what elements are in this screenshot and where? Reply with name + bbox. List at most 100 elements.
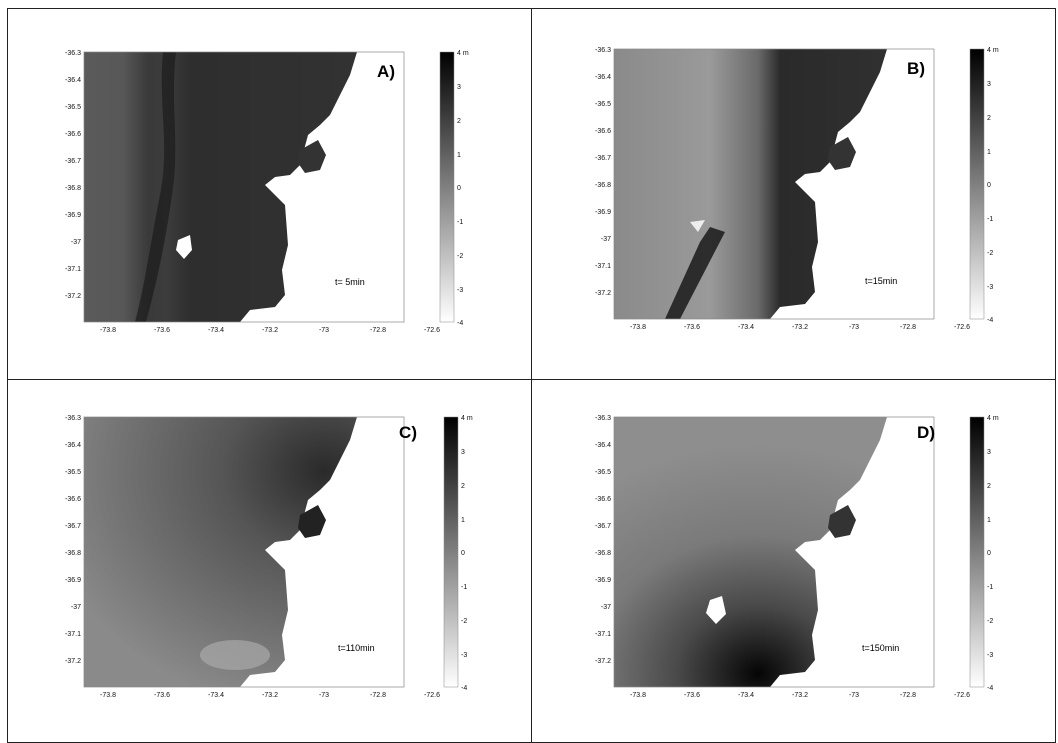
svg-text:-36.9: -36.9	[65, 577, 81, 584]
svg-text:0: 0	[461, 550, 465, 557]
map-panel-c-svg: -36.3 -36.4 -36.5 -36.6 -36.7 -36.8 -36.…	[65, 415, 473, 699]
svg-text:-36.8: -36.8	[65, 550, 81, 557]
svg-text:-2: -2	[461, 618, 467, 625]
svg-text:-3: -3	[987, 652, 993, 659]
map-panel-b: -36.3 -36.4 -36.5 -36.6 -36.7 -36.8 -36.…	[580, 42, 1000, 342]
x-axis-ticks: -73.8 -73.6 -73.4 -73.2 -73 -72.8 -72.6	[100, 327, 440, 334]
panel-label: D)	[917, 423, 935, 442]
svg-text:-36.6: -36.6	[595, 496, 611, 503]
colorbar: 4 m 3 2 1 0 -1 -2 -3 -4	[969, 47, 999, 324]
y-axis-ticks: -36.3 -36.4 -36.5 -36.6 -36.7 -36.8 -36.…	[595, 47, 611, 297]
svg-text:-37.2: -37.2	[65, 293, 81, 300]
svg-text:-36.3: -36.3	[595, 47, 611, 54]
svg-text:-73.4: -73.4	[208, 327, 224, 334]
svg-text:3: 3	[457, 84, 461, 91]
svg-text:-36.5: -36.5	[65, 469, 81, 476]
svg-text:-4: -4	[461, 685, 467, 692]
svg-text:-73.6: -73.6	[154, 692, 170, 699]
time-label: t= 5min	[335, 277, 365, 287]
svg-text:-36.4: -36.4	[65, 77, 81, 84]
svg-text:3: 3	[987, 81, 991, 88]
svg-text:-72.6: -72.6	[954, 692, 970, 699]
svg-text:-73.6: -73.6	[684, 692, 700, 699]
svg-text:1: 1	[461, 517, 465, 524]
svg-text:-36.6: -36.6	[595, 128, 611, 135]
svg-text:3: 3	[461, 449, 465, 456]
svg-text:4 m: 4 m	[987, 415, 999, 422]
x-axis-ticks: -73.8 -73.6 -73.4 -73.2 -73 -72.8 -72.6	[630, 692, 970, 699]
svg-text:1: 1	[987, 517, 991, 524]
panel-label: B)	[907, 59, 925, 78]
svg-text:-73: -73	[319, 327, 329, 334]
svg-text:-36.8: -36.8	[595, 550, 611, 557]
colorbar: 4 m 3 2 1 0 -1 -2 -3 -4	[443, 415, 473, 692]
svg-text:-36.5: -36.5	[595, 469, 611, 476]
map-panel-d: -36.3 -36.4 -36.5 -36.6 -36.7 -36.8 -36.…	[580, 410, 1000, 710]
svg-text:-73.2: -73.2	[792, 324, 808, 331]
x-axis-ticks: -73.8 -73.6 -73.4 -73.2 -73 -72.8 -72.6	[100, 692, 440, 699]
svg-text:-36.5: -36.5	[65, 104, 81, 111]
svg-text:-72.8: -72.8	[370, 327, 386, 334]
figure-divider-vertical	[531, 8, 532, 743]
figure-divider-horizontal	[7, 379, 1056, 380]
svg-text:-36.4: -36.4	[595, 442, 611, 449]
svg-text:-2: -2	[987, 618, 993, 625]
x-axis-ticks: -73.8 -73.6 -73.4 -73.2 -73 -72.8 -72.6	[630, 324, 970, 331]
svg-text:-72.8: -72.8	[900, 324, 916, 331]
svg-text:0: 0	[987, 182, 991, 189]
panel-label: A)	[377, 62, 395, 81]
svg-text:-4: -4	[457, 320, 463, 327]
svg-text:-36.7: -36.7	[65, 523, 81, 530]
island	[176, 235, 192, 259]
svg-text:-36.9: -36.9	[595, 209, 611, 216]
svg-text:-72.6: -72.6	[954, 324, 970, 331]
svg-text:-73.6: -73.6	[684, 324, 700, 331]
svg-text:-73.4: -73.4	[208, 692, 224, 699]
svg-text:-73.2: -73.2	[262, 692, 278, 699]
svg-text:-37.2: -37.2	[65, 658, 81, 665]
svg-text:-37.2: -37.2	[595, 658, 611, 665]
panel-label: C)	[399, 423, 417, 442]
time-label: t=15min	[865, 276, 897, 286]
land-mask	[240, 52, 404, 322]
svg-text:-36.8: -36.8	[65, 185, 81, 192]
svg-text:-1: -1	[987, 216, 993, 223]
svg-text:-73.8: -73.8	[630, 692, 646, 699]
svg-text:-72.8: -72.8	[370, 692, 386, 699]
svg-text:-37.2: -37.2	[595, 290, 611, 297]
land-mask	[240, 417, 404, 687]
svg-text:-4: -4	[987, 317, 993, 324]
svg-text:0: 0	[457, 185, 461, 192]
y-axis-ticks: -36.3 -36.4 -36.5 -36.6 -36.7 -36.8 -36.…	[595, 415, 611, 665]
map-panel-a: -36.3 -36.4 -36.5 -36.6 -36.7 -36.8 -36.…	[50, 45, 470, 345]
bay-water	[828, 505, 856, 538]
svg-text:-73: -73	[849, 692, 859, 699]
svg-text:-37.1: -37.1	[65, 631, 81, 638]
svg-text:-73: -73	[319, 692, 329, 699]
svg-text:-72.8: -72.8	[900, 692, 916, 699]
svg-text:-36.3: -36.3	[65, 415, 81, 422]
y-axis-ticks: -36.3 -36.4 -36.5 -36.6 -36.7 -36.8 -36.…	[65, 50, 81, 300]
svg-text:-1: -1	[987, 584, 993, 591]
svg-text:-36.9: -36.9	[65, 212, 81, 219]
svg-text:-73.2: -73.2	[792, 692, 808, 699]
svg-text:-2: -2	[987, 250, 993, 257]
bay-water	[828, 137, 856, 170]
svg-text:-37.1: -37.1	[595, 631, 611, 638]
bay-water	[298, 505, 326, 538]
svg-text:-3: -3	[461, 652, 467, 659]
island	[706, 596, 726, 624]
svg-text:-36.7: -36.7	[595, 155, 611, 162]
map-panel-d-svg: -36.3 -36.4 -36.5 -36.6 -36.7 -36.8 -36.…	[595, 415, 999, 699]
svg-text:-2: -2	[457, 253, 463, 260]
svg-text:2: 2	[461, 483, 465, 490]
svg-text:-73.4: -73.4	[738, 692, 754, 699]
svg-text:2: 2	[987, 483, 991, 490]
svg-text:-73.6: -73.6	[154, 327, 170, 334]
svg-text:-36.5: -36.5	[595, 101, 611, 108]
svg-text:-36.6: -36.6	[65, 496, 81, 503]
svg-text:-73.8: -73.8	[100, 692, 116, 699]
land-mask	[770, 417, 934, 687]
svg-text:4 m: 4 m	[457, 50, 469, 57]
svg-text:4 m: 4 m	[987, 47, 999, 54]
